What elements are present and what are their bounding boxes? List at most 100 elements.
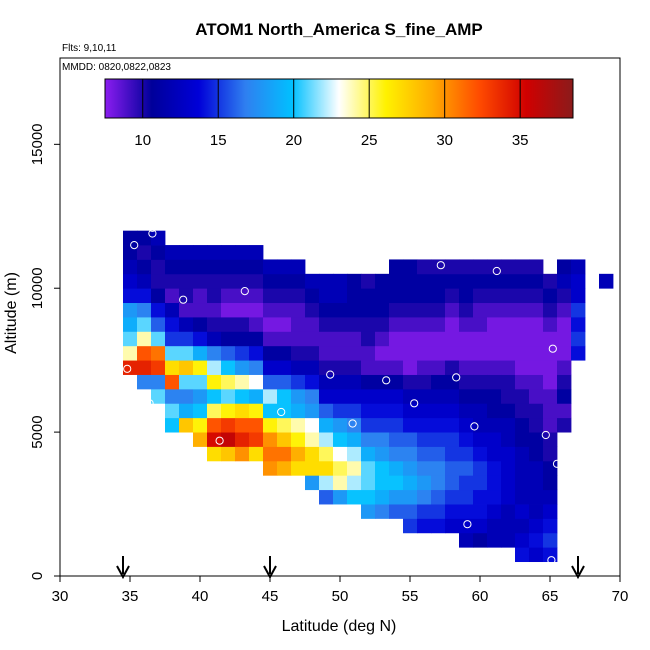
heatmap-cell: [221, 417, 236, 433]
heatmap-cell: [333, 345, 348, 361]
heatmap-cell: [431, 432, 446, 447]
heatmap-cell: [529, 432, 544, 447]
heatmap-cell: [487, 388, 502, 404]
sample-point: [130, 241, 139, 250]
heatmap-cell: [459, 273, 474, 289]
sample-point: [552, 459, 562, 468]
heatmap-cell: [599, 273, 614, 289]
heatmap-cell: [557, 302, 572, 318]
heatmap-cell: [333, 475, 348, 491]
heatmap-cell: [571, 317, 586, 332]
heatmap-cell: [543, 547, 558, 563]
heatmap-cell: [277, 360, 292, 375]
axes: 30 35 40 45 50 55 60 65 70 0 5000 10000 15000: [29, 57, 628, 605]
heatmap-cell: [403, 475, 418, 491]
heatmap-cell: [529, 532, 544, 548]
heatmap-cell: [179, 417, 194, 433]
colorbar-tick-label: 30: [436, 132, 453, 149]
sample-point: [463, 520, 472, 529]
heatmap-cell: [361, 504, 376, 519]
heatmap-cell: [431, 388, 446, 404]
heatmap-cell: [473, 331, 488, 347]
heatmap-cell: [459, 288, 474, 304]
heatmap-cell: [403, 518, 418, 534]
heatmap-cell: [319, 317, 334, 332]
sample-point: [326, 370, 335, 379]
heatmap-cell: [557, 360, 572, 375]
heatmap-cell: [529, 475, 544, 491]
heatmap-cell: [277, 446, 292, 462]
heatmap-cell: [445, 489, 460, 505]
heatmap-cell: [375, 388, 390, 404]
heatmap-cell: [515, 417, 530, 433]
heatmap-cell: [459, 460, 474, 476]
heatmap-cell: [431, 374, 446, 390]
heatmap-cell: [389, 460, 404, 476]
heatmap-cell: [333, 302, 348, 318]
heatmap-cell: [459, 345, 474, 361]
heatmap-cell: [263, 317, 278, 332]
heatmap-cell: [557, 417, 572, 433]
heatmap-cell: [291, 331, 306, 347]
heatmap-cell: [319, 331, 334, 347]
heatmap-cell: [347, 374, 362, 390]
heatmap-cell: [403, 317, 418, 332]
sample-point: [132, 206, 142, 215]
heatmap-cell: [431, 475, 446, 491]
heatmap-cell: [319, 302, 334, 318]
heatmap-cell: [291, 345, 306, 361]
heatmap-cell: [291, 360, 306, 375]
heatmap-cell: [529, 302, 544, 318]
heatmap-cell: [179, 331, 194, 347]
heatmap-cell: [305, 388, 320, 404]
heatmap-cell: [305, 345, 320, 361]
heatmap-cell: [207, 360, 222, 375]
sample-point: [348, 419, 357, 428]
heatmap-cell: [193, 331, 208, 347]
heatmap-cell: [277, 374, 292, 390]
colorbar-tick-label: 10: [134, 132, 151, 149]
heatmap-cell: [277, 460, 292, 476]
heatmap-cell: [193, 360, 208, 375]
heatmap-cell: [235, 288, 250, 304]
heatmap-cell: [501, 532, 516, 548]
heatmap-cell: [431, 518, 446, 534]
heatmap-cell: [165, 345, 180, 361]
heatmap-cell: [487, 374, 502, 390]
heatmap-cell: [557, 345, 572, 361]
heatmap-cell: [249, 273, 264, 289]
heatmap-cell: [291, 317, 306, 332]
heatmap-cell: [487, 489, 502, 505]
heatmap-cell: [361, 273, 376, 289]
heatmap-cell: [361, 317, 376, 332]
heatmap-cell: [193, 288, 208, 304]
heatmap-cell: [473, 489, 488, 505]
heatmap-cell: [417, 460, 432, 476]
heatmap-cell: [487, 360, 502, 375]
heatmap-cell: [417, 432, 432, 447]
heatmap-cell: [375, 360, 390, 375]
heatmap-cell: [319, 446, 334, 462]
heatmap-cell: [389, 432, 404, 447]
heatmap-cell: [445, 273, 460, 289]
heatmap-cell: [501, 460, 516, 476]
heatmap-cell: [151, 317, 166, 332]
heatmap-cell: [403, 388, 418, 404]
heatmap-cell: [249, 417, 264, 433]
heatmap-cell: [249, 388, 264, 404]
heatmap-cell: [123, 317, 138, 332]
heatmap-cell: [543, 446, 558, 462]
heatmap-cell: [515, 460, 530, 476]
heatmap-cell: [193, 245, 208, 260]
heatmap-cell: [445, 518, 460, 534]
heatmap-cell: [543, 432, 558, 447]
heatmap-cell: [445, 259, 460, 275]
heatmap-cell: [347, 345, 362, 361]
heatmap-cell: [417, 388, 432, 404]
heatmap-cell: [459, 504, 474, 519]
heatmap-cell: [207, 388, 222, 404]
heatmap-cell: [151, 388, 166, 404]
sample-point: [363, 238, 373, 247]
sample-point: [452, 373, 461, 382]
